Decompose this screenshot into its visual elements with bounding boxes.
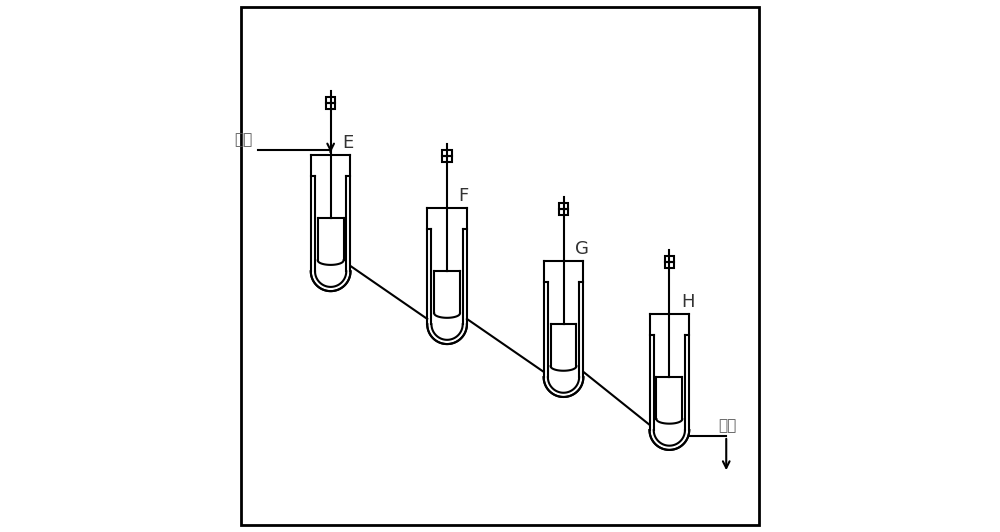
Text: F: F xyxy=(459,187,469,205)
Bar xyxy=(326,97,335,103)
Text: E: E xyxy=(342,134,354,152)
Bar xyxy=(559,209,568,215)
Text: 出料: 出料 xyxy=(718,418,737,434)
Bar xyxy=(326,103,335,109)
Bar xyxy=(665,262,674,268)
Bar xyxy=(559,203,568,209)
Bar xyxy=(442,150,452,156)
Text: 进料: 进料 xyxy=(234,132,253,147)
Text: H: H xyxy=(681,293,694,311)
Bar xyxy=(442,156,452,162)
Bar xyxy=(665,256,674,262)
Text: G: G xyxy=(575,240,589,258)
